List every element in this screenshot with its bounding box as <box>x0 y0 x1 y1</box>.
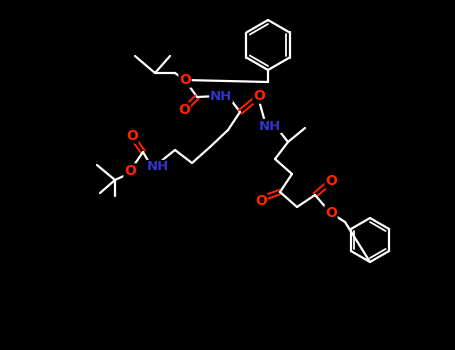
Text: O: O <box>178 103 190 117</box>
Text: NH: NH <box>210 90 232 103</box>
Text: O: O <box>124 164 136 178</box>
Text: O: O <box>179 73 191 87</box>
Text: NH: NH <box>259 119 281 133</box>
Text: O: O <box>325 174 337 188</box>
Text: O: O <box>255 194 267 208</box>
Text: O: O <box>325 206 337 220</box>
Text: O: O <box>126 129 138 143</box>
Text: NH: NH <box>147 161 169 174</box>
Text: O: O <box>253 89 265 103</box>
